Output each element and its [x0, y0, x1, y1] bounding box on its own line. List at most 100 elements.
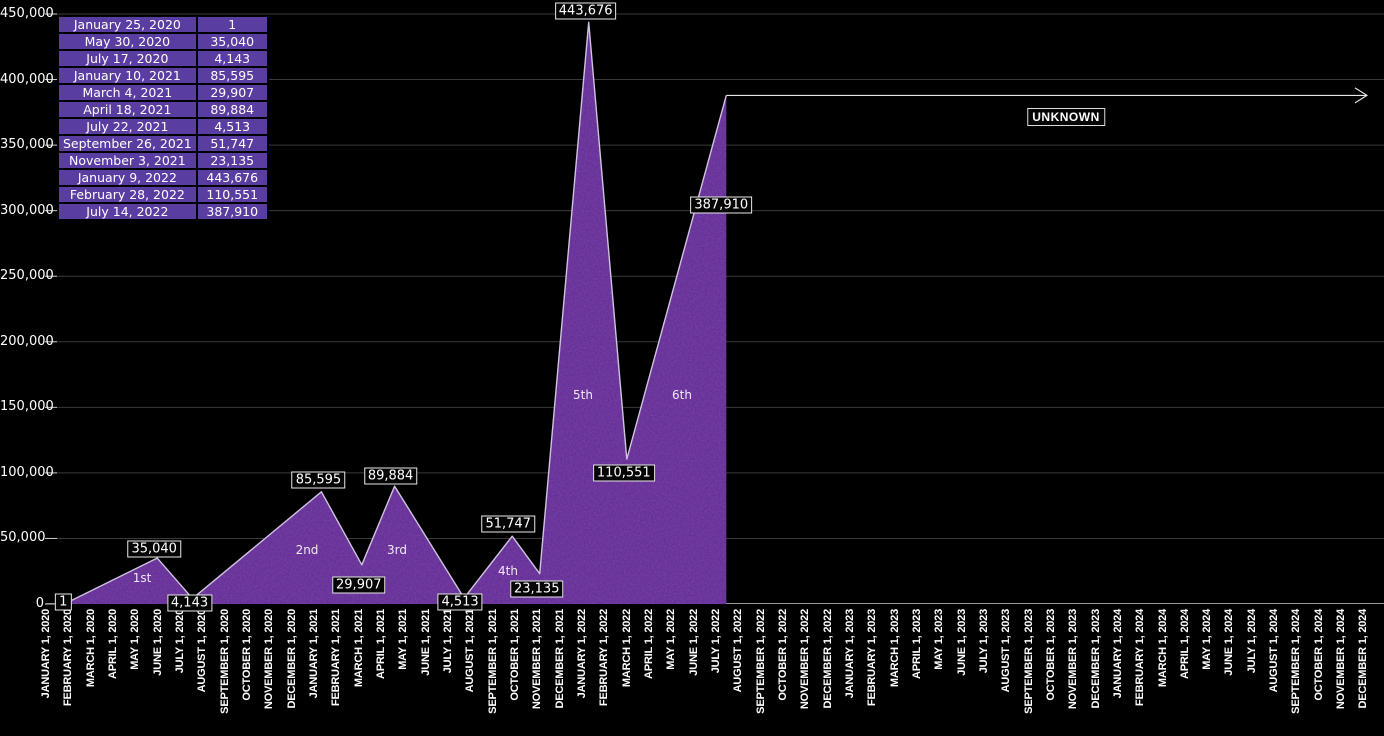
- x-tick-label: MARCH 1, 2022: [620, 609, 633, 688]
- table-cell-value: 29,907: [195, 83, 269, 102]
- x-tick-label: MAY 1, 2024: [1201, 609, 1214, 670]
- table-cell-date: July 17, 2020: [57, 49, 198, 68]
- table-cell-value: 23,135: [195, 151, 269, 170]
- x-tick-label: MARCH 1, 2021: [352, 609, 365, 688]
- table-cell-date: January 9, 2022: [57, 168, 198, 187]
- x-tick-label: MAY 1, 2023: [933, 609, 946, 670]
- x-tick-label: JULY 1, 2023: [977, 609, 990, 674]
- x-tick-label: SEPTEMBER 1, 2021: [486, 609, 499, 714]
- data-point-label: 23,135: [509, 580, 564, 598]
- x-tick-label: JUNE 1, 2022: [687, 609, 700, 676]
- table-cell-date: November 3, 2021: [57, 151, 198, 170]
- x-tick-label: SEPTEMBER 1, 2023: [1022, 609, 1035, 714]
- y-tick-label: 250,000: [0, 268, 54, 284]
- table-cell-value: 4,143: [195, 49, 269, 68]
- x-tick-label: MARCH 1, 2024: [1156, 609, 1169, 688]
- table-cell-date: March 4, 2021: [57, 83, 198, 102]
- data-point-label: 387,910: [690, 196, 753, 214]
- x-tick-label: JULY 1, 2022: [709, 609, 722, 674]
- wave-label: 5th: [573, 388, 593, 402]
- x-tick-label: AUGUST 1, 2024: [1268, 609, 1281, 693]
- x-tick-label: APRIL 1, 2024: [1178, 609, 1191, 679]
- data-table-body: January 25, 2020 1 May 30, 2020 35,040 July …: [57, 15, 269, 221]
- table-cell-date: July 14, 2022: [57, 202, 198, 221]
- data-point-label: 4,143: [166, 594, 213, 612]
- table-cell-date: May 30, 2020: [57, 32, 198, 51]
- wave-label: 3rd: [387, 543, 407, 557]
- table-row: January 9, 2022 443,676: [57, 168, 269, 187]
- table-cell-value: 35,040: [195, 32, 269, 51]
- data-table: January 25, 2020 1 May 30, 2020 35,040 July …: [57, 15, 269, 221]
- data-point-label: 29,907: [332, 576, 386, 594]
- x-tick-label: OCTOBER 1, 2023: [1044, 609, 1057, 701]
- wave-label: 6th: [672, 388, 692, 402]
- table-row: November 3, 2021 23,135: [57, 151, 269, 170]
- x-tick-label: OCTOBER 1, 2021: [508, 609, 521, 701]
- table-row: March 4, 2021 29,907: [57, 83, 269, 102]
- x-tick-label: FEBRUARY 1, 2023: [866, 609, 879, 707]
- x-tick-label: NOVEMBER 1, 2023: [1067, 609, 1080, 710]
- table-cell-value: 110,551: [195, 185, 269, 204]
- table-cell-value: 1: [195, 15, 269, 34]
- data-point-label: 85,595: [291, 471, 346, 489]
- table-row: July 22, 2021 4,513: [57, 117, 269, 136]
- x-tick-label: NOVEMBER 1, 2022: [799, 609, 812, 710]
- x-tick-label: DECEMBER 1, 2022: [821, 609, 834, 709]
- y-tick-label: 100,000: [0, 464, 54, 480]
- table-cell-value: 4,513: [195, 117, 269, 136]
- x-tick-label: NOVEMBER 1, 2020: [263, 609, 276, 710]
- table-cell-value: 443,676: [195, 168, 269, 187]
- data-point-label: 4,513: [437, 593, 483, 611]
- x-tick-label: APRIL 1, 2022: [642, 609, 655, 679]
- data-point-label: 110,551: [592, 464, 655, 482]
- x-tick-label: FEBRUARY 1, 2024: [1134, 609, 1147, 707]
- x-tick-label: NOVEMBER 1, 2021: [531, 609, 544, 710]
- y-tick-label: 150,000: [0, 399, 54, 415]
- table-row: July 17, 2020 4,143: [57, 49, 269, 68]
- table-row: July 14, 2022 387,910: [57, 202, 269, 221]
- x-tick-label: SEPTEMBER 1, 2022: [754, 609, 767, 714]
- y-tick-label: 350,000: [0, 137, 54, 153]
- x-tick-label: JANUARY 1, 2020: [40, 609, 52, 699]
- table-cell-value: 387,910: [195, 202, 269, 221]
- data-point-label: 51,747: [481, 515, 535, 533]
- unknown-annotation-label: UNKNOWN: [1027, 108, 1105, 126]
- x-tick-label: FEBRUARY 1, 2021: [330, 609, 343, 707]
- table-cell-date: January 10, 2021: [57, 66, 198, 85]
- x-tick-label: OCTOBER 1, 2020: [240, 609, 253, 701]
- data-point-label: 1: [55, 593, 72, 611]
- table-row: February 28, 2022 110,551: [57, 185, 269, 204]
- table-cell-value: 51,747: [195, 134, 269, 153]
- x-tick-label: JUNE 1, 2023: [955, 609, 968, 676]
- table-cell-date: February 28, 2022: [57, 185, 198, 204]
- table-cell-value: 89,884: [195, 100, 269, 119]
- y-tick-label: 50,000: [0, 530, 46, 546]
- data-point-label: 443,676: [554, 2, 617, 20]
- wave-label: 4th: [498, 564, 518, 578]
- x-tick-label: DECEMBER 1, 2023: [1089, 609, 1102, 709]
- data-point-label: 35,040: [127, 540, 181, 558]
- table-row: January 10, 2021 85,595: [57, 66, 269, 85]
- y-tick-label: 300,000: [0, 202, 54, 218]
- x-tick-label: AUGUST 1, 2020: [196, 609, 209, 693]
- x-tick-label: MARCH 1, 2023: [888, 609, 901, 688]
- x-tick-label: MAY 1, 2022: [665, 609, 678, 670]
- x-tick-label: AUGUST 1, 2022: [732, 609, 745, 693]
- x-tick-label: APRIL 1, 2023: [910, 609, 923, 679]
- table-row: April 18, 2021 89,884: [57, 100, 269, 119]
- x-tick-label: JUNE 1, 2020: [151, 609, 164, 676]
- table-cell-value: 85,595: [195, 66, 269, 85]
- table-cell-date: July 22, 2021: [57, 117, 198, 136]
- x-tick-label: APRIL 1, 2020: [106, 609, 119, 679]
- x-tick-label: APRIL 1, 2021: [374, 609, 387, 679]
- x-tick-label: FEBRUARY 1, 2020: [62, 609, 75, 707]
- y-tick-label: 450,000: [0, 6, 54, 21]
- data-point-label: 89,884: [363, 467, 418, 485]
- x-tick-label: DECEMBER 1, 2021: [553, 609, 566, 709]
- wave-label: 2nd: [295, 543, 319, 557]
- x-tick-label: JANUARY 1, 2021: [307, 609, 320, 699]
- x-tick-label: SEPTEMBER 1, 2024: [1290, 609, 1303, 714]
- x-tick-label: JANUARY 1, 2023: [843, 609, 856, 699]
- x-tick-label: OCTOBER 1, 2022: [776, 609, 789, 701]
